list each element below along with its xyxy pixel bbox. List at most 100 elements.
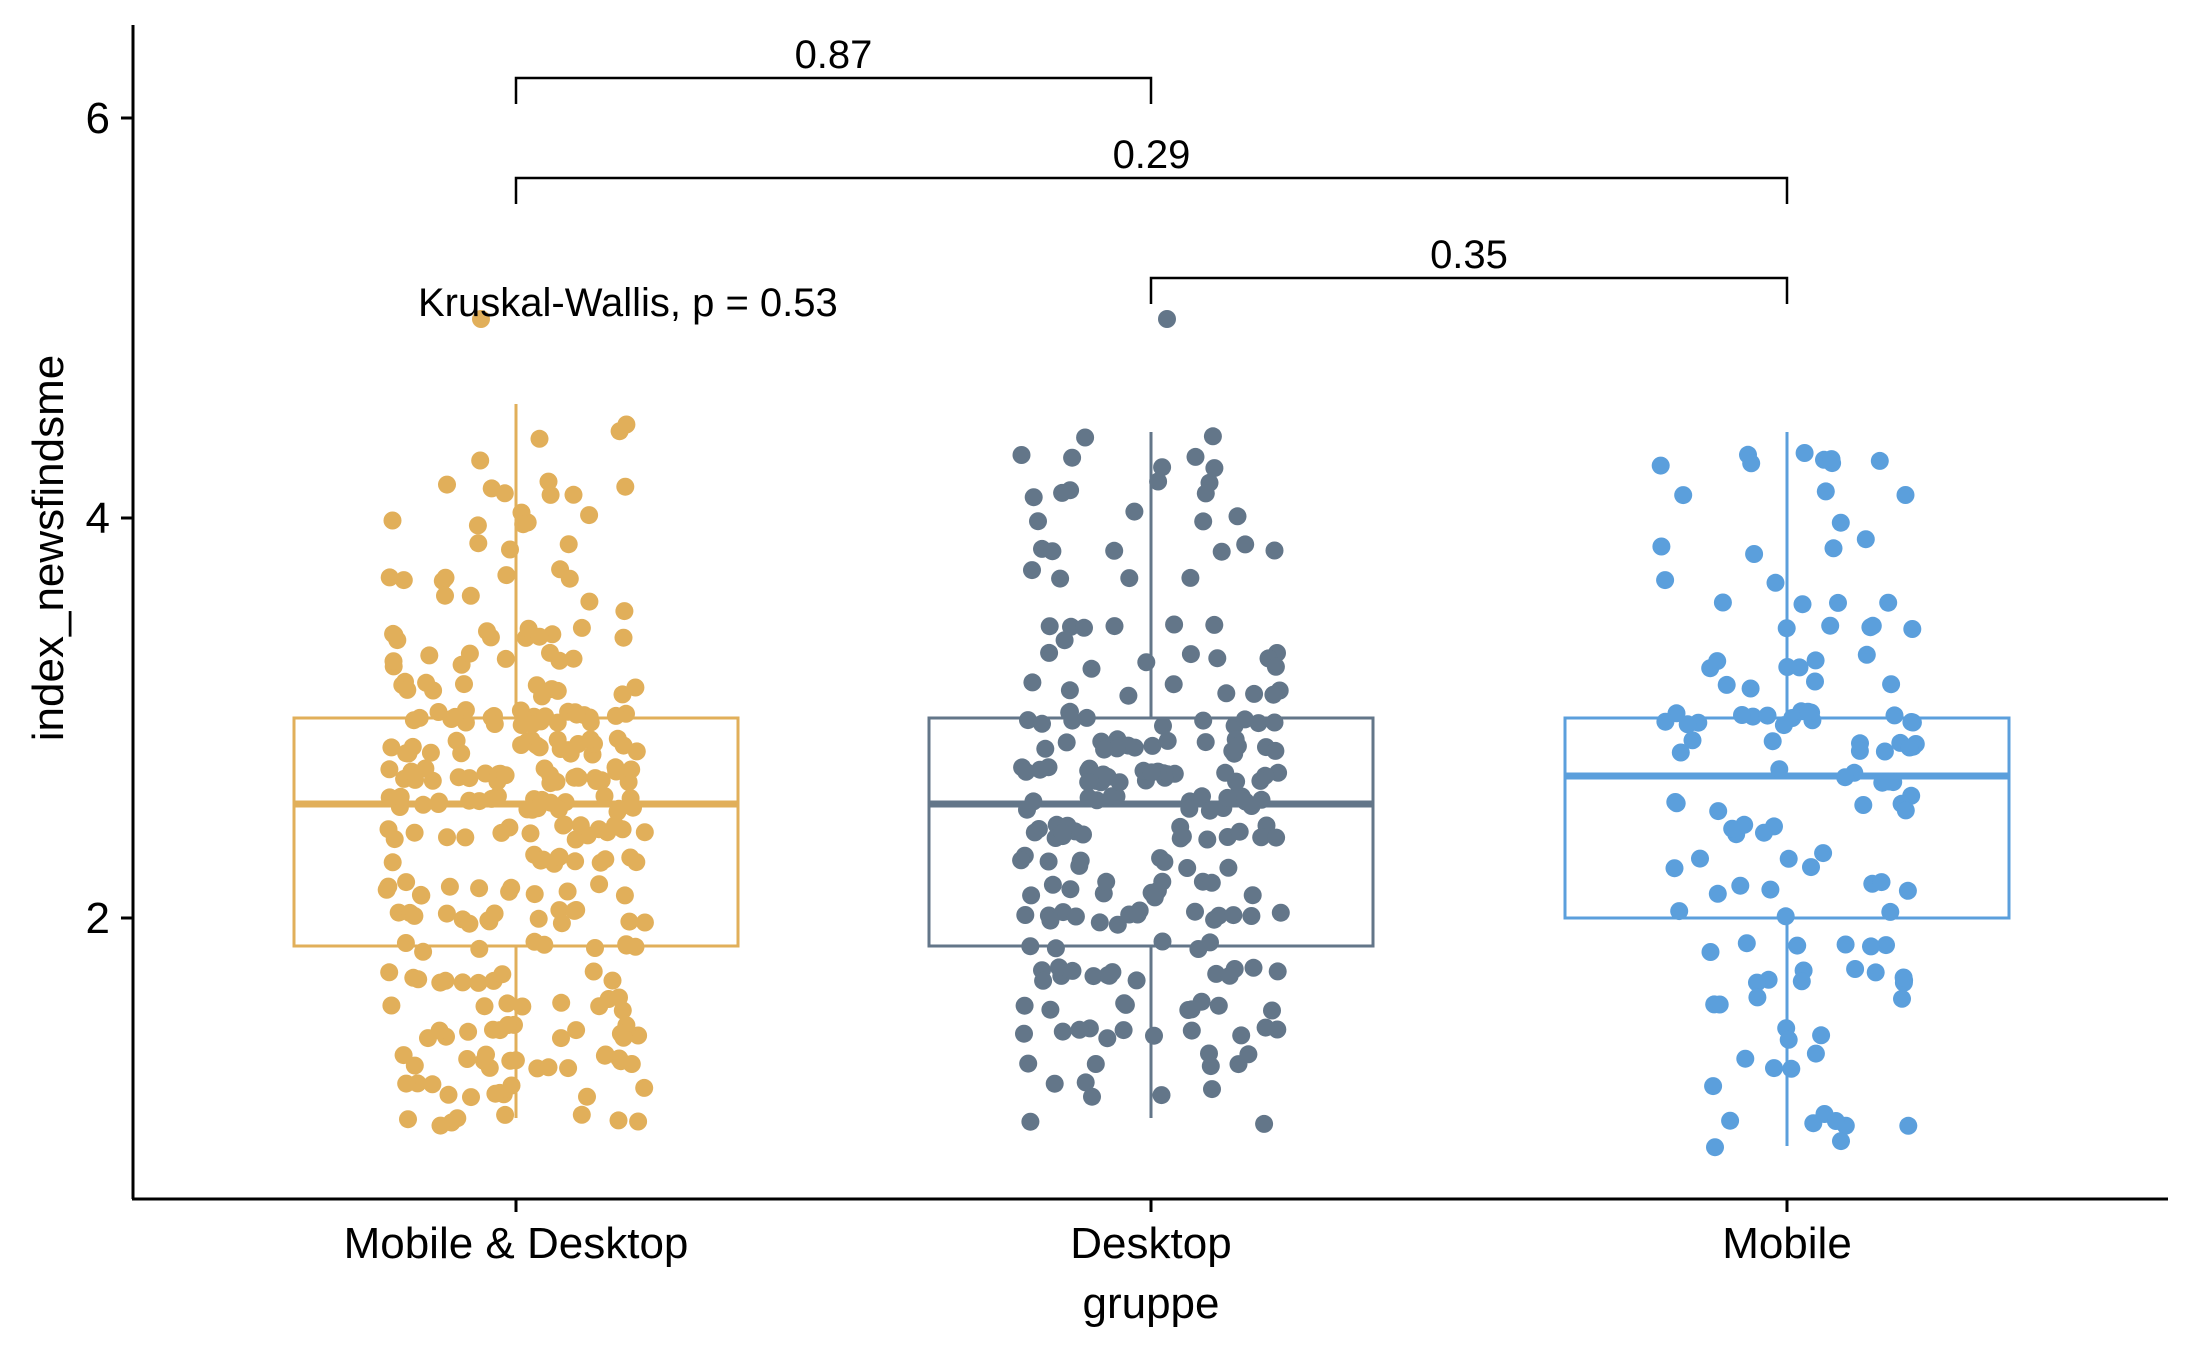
jitter-point [486, 1084, 505, 1103]
jitter-point [1189, 940, 1208, 958]
jitter-point [1171, 829, 1190, 848]
jitter-point [567, 1021, 586, 1040]
jitter-point [482, 789, 501, 808]
jitter-point [471, 451, 490, 470]
jitter-point [1203, 1080, 1221, 1099]
jitter-point [1154, 716, 1172, 735]
jitter-point [1097, 872, 1116, 891]
jitter-point [493, 965, 512, 984]
jitter-point [580, 506, 599, 525]
jitter-point [1765, 1059, 1783, 1078]
jitter-point [455, 675, 473, 694]
jitter-point [615, 886, 634, 905]
jitter-point [1039, 852, 1058, 871]
jitter-point [1885, 706, 1904, 725]
jitter-point [1255, 1114, 1274, 1133]
jitter-point [635, 823, 654, 842]
jitter-point [391, 787, 410, 806]
jitter-point [380, 568, 399, 587]
jitter-point [423, 1075, 442, 1094]
jitter-point [1165, 615, 1184, 634]
jitter-point [1870, 451, 1889, 470]
jitter-point [1145, 888, 1164, 907]
jitter-point [394, 1046, 413, 1065]
jitter-point [1205, 615, 1224, 634]
jitter-point [458, 1050, 477, 1068]
jitter-point [414, 795, 433, 814]
jitter-point [438, 828, 456, 847]
jitter-point [1806, 672, 1824, 691]
jitter-point [1086, 1055, 1105, 1073]
jitter-point [1040, 617, 1059, 636]
jitter-point [1900, 738, 1919, 757]
jitter-point [1806, 651, 1825, 670]
jitter-point [535, 759, 554, 778]
jitter-point [1899, 1116, 1918, 1135]
comparison-p-value-2: 0.35 [1430, 233, 1508, 277]
jitter-point [566, 852, 585, 871]
jitter-point [482, 479, 501, 498]
jitter-point [514, 515, 533, 534]
jitter-point [1021, 937, 1040, 956]
jitter-point [440, 877, 459, 896]
jitter-point [1249, 714, 1268, 733]
jitter-point [580, 592, 599, 611]
jitter-point [1256, 1018, 1275, 1037]
jitter-point [529, 909, 548, 928]
jitter-point [541, 643, 559, 662]
jitter-point [552, 914, 571, 933]
jitter-point [377, 880, 396, 899]
jitter-point [384, 652, 403, 671]
jitter-point [502, 878, 521, 897]
jitter-point [499, 1016, 517, 1034]
jitter-point [561, 744, 580, 763]
jitter-point [1236, 535, 1255, 554]
jitter-point [1788, 936, 1807, 955]
jitter-point [1194, 512, 1213, 531]
jitter-point [409, 970, 428, 989]
jitter-point [1776, 907, 1795, 926]
jitter-point [397, 873, 416, 892]
jitter-point [1021, 1112, 1040, 1131]
jitter-point [1683, 731, 1702, 750]
jitter-point [1080, 759, 1099, 778]
jitter-point [431, 1116, 450, 1135]
jitter-point [1145, 1026, 1163, 1045]
jitter-point [1077, 708, 1096, 727]
jitter-point [1084, 967, 1103, 986]
jitter-point [1036, 739, 1055, 758]
jitter-point [1232, 1026, 1251, 1045]
jitter-point [1158, 731, 1177, 750]
jitter-point [382, 738, 401, 757]
jitter-point [586, 939, 604, 957]
jitter-point [1761, 880, 1780, 899]
jitter-point [1181, 568, 1200, 587]
comparison-p-value-1: 0.29 [1113, 133, 1191, 177]
jitter-point [424, 681, 443, 700]
jitter-point [1062, 617, 1080, 636]
jitter-point [1025, 823, 1044, 842]
jitter-point [1180, 799, 1199, 818]
jitter-point [420, 646, 439, 665]
jitter-point [1153, 872, 1172, 891]
jitter-point [1207, 964, 1226, 983]
jitter-point [460, 914, 479, 933]
comparison-bracket-2 [1149, 276, 1789, 304]
jitter-point [610, 422, 629, 441]
jitter-point [1665, 859, 1684, 878]
jitter-point [624, 798, 642, 817]
jitter-point [531, 851, 550, 870]
jitter-point [590, 875, 609, 894]
outlier-point [1158, 310, 1176, 328]
jitter-point [525, 885, 544, 904]
jitter-point [423, 771, 442, 790]
jitter-point [525, 932, 544, 951]
jitter-point [541, 485, 560, 504]
jitter-point [492, 823, 511, 842]
jitter-point [459, 1022, 478, 1041]
jitter-point [1265, 713, 1284, 732]
jitter-point [584, 962, 603, 981]
jitter-point [1217, 684, 1236, 703]
jitter-point [1882, 675, 1901, 694]
